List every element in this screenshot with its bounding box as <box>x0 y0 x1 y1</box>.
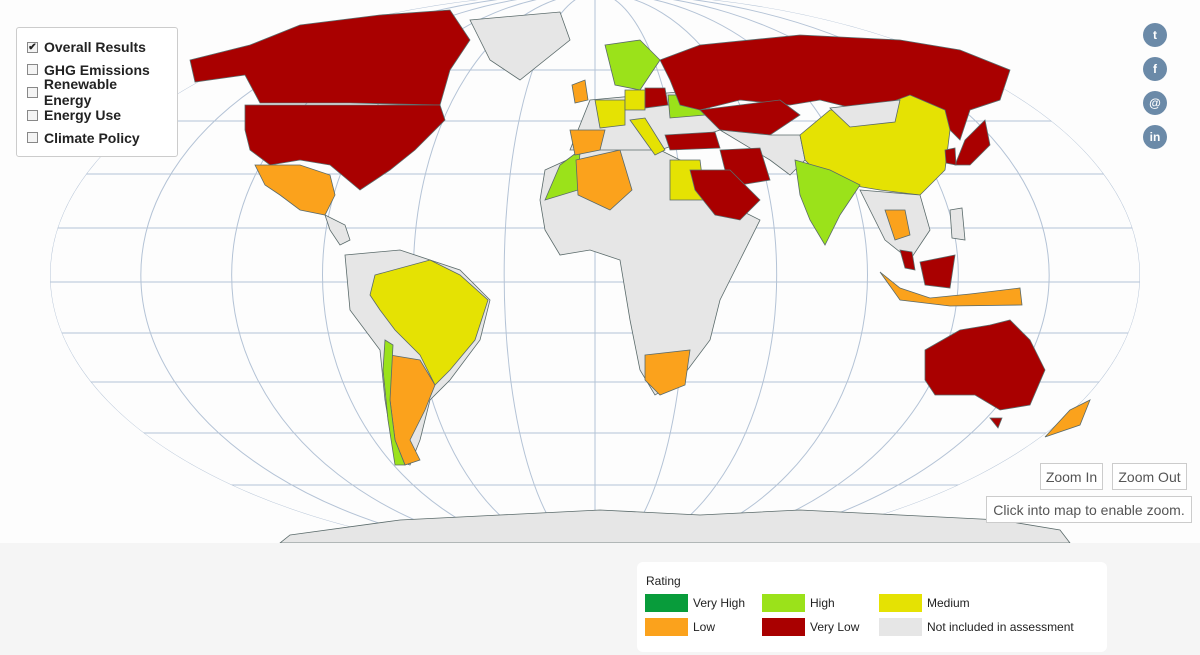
legend-label: High <box>810 596 835 610</box>
legend-label: Medium <box>927 596 970 610</box>
email-button[interactable]: @ <box>1143 91 1167 115</box>
country <box>594 99 626 129</box>
country <box>899 249 916 271</box>
country <box>879 271 1023 307</box>
country <box>884 209 911 241</box>
legend-swatch <box>645 618 688 636</box>
layer-option[interactable]: Renewable Energy <box>27 76 167 108</box>
layer-label: GHG Emissions <box>44 61 150 78</box>
legend-label: Not included in assessment <box>927 620 1074 634</box>
country <box>324 214 351 246</box>
country <box>244 104 446 191</box>
legend-item: Low <box>645 618 715 636</box>
layer-label: Climate Policy <box>44 129 140 146</box>
country <box>629 117 666 156</box>
zoom-hint: Click into map to enable zoom. <box>986 496 1192 523</box>
countries <box>189 9 1091 543</box>
map-background <box>0 0 1200 543</box>
legend-title: Rating <box>646 574 681 588</box>
legend-item: Very Low <box>762 618 859 636</box>
twitter-button[interactable]: t <box>1143 23 1167 47</box>
legend-label: Very Low <box>810 620 860 634</box>
checkbox[interactable] <box>27 64 38 76</box>
country <box>604 39 661 91</box>
country <box>919 254 956 289</box>
linkedin-button[interactable]: in <box>1143 125 1167 149</box>
world-map[interactable] <box>0 0 1200 543</box>
layer-label: Energy Use <box>44 107 122 124</box>
facebook-button[interactable]: f <box>1143 57 1167 81</box>
country <box>949 207 966 241</box>
legend-item: Not included in assessment <box>879 618 1074 636</box>
legend-swatch <box>879 618 922 636</box>
layer-option[interactable]: ✔ Overall Results <box>27 36 167 59</box>
country <box>829 99 901 128</box>
layer-option[interactable]: Climate Policy <box>27 126 167 149</box>
legend-swatch <box>762 618 805 636</box>
legend-item: Medium <box>879 594 970 612</box>
country <box>279 509 1071 543</box>
zoom-in-button[interactable]: Zoom In <box>1040 463 1103 490</box>
country <box>189 9 471 106</box>
legend-swatch <box>645 594 688 612</box>
country <box>571 79 589 104</box>
layer-option[interactable]: GHG Emissions <box>27 59 167 82</box>
country <box>369 259 489 386</box>
country <box>989 417 1003 429</box>
country <box>944 147 957 166</box>
checkbox[interactable]: ✔ <box>27 41 38 53</box>
layer-label: Renewable Energy <box>43 76 118 109</box>
legend-item: Very High <box>645 594 745 612</box>
legend-label: Low <box>693 620 716 634</box>
checkbox[interactable] <box>27 109 38 121</box>
country <box>699 99 801 136</box>
country <box>664 131 721 151</box>
checkbox[interactable] <box>27 86 38 98</box>
legend-swatch <box>762 594 805 612</box>
country <box>569 129 606 156</box>
legend-label: Very High <box>693 596 746 610</box>
country <box>924 319 1046 411</box>
layer-panel: ✔ Overall Results GHG Emissions Renewable E… <box>16 27 178 157</box>
country <box>382 339 406 466</box>
layer-option[interactable]: Energy Use <box>27 104 167 127</box>
legend: Rating Very High High Medium Low Very Low Not… <box>637 562 1107 652</box>
country <box>624 89 646 111</box>
country <box>644 349 691 396</box>
legend-swatch <box>879 594 922 612</box>
country <box>575 149 633 211</box>
country <box>644 87 669 109</box>
checkbox[interactable] <box>27 132 38 144</box>
zoom-out-button[interactable]: Zoom Out <box>1112 463 1187 490</box>
country <box>469 11 571 81</box>
country <box>1044 399 1091 438</box>
country <box>794 159 861 246</box>
layer-label: Overall Results <box>44 39 146 56</box>
country <box>954 119 991 166</box>
legend-item: High <box>762 594 835 612</box>
country <box>689 169 761 221</box>
